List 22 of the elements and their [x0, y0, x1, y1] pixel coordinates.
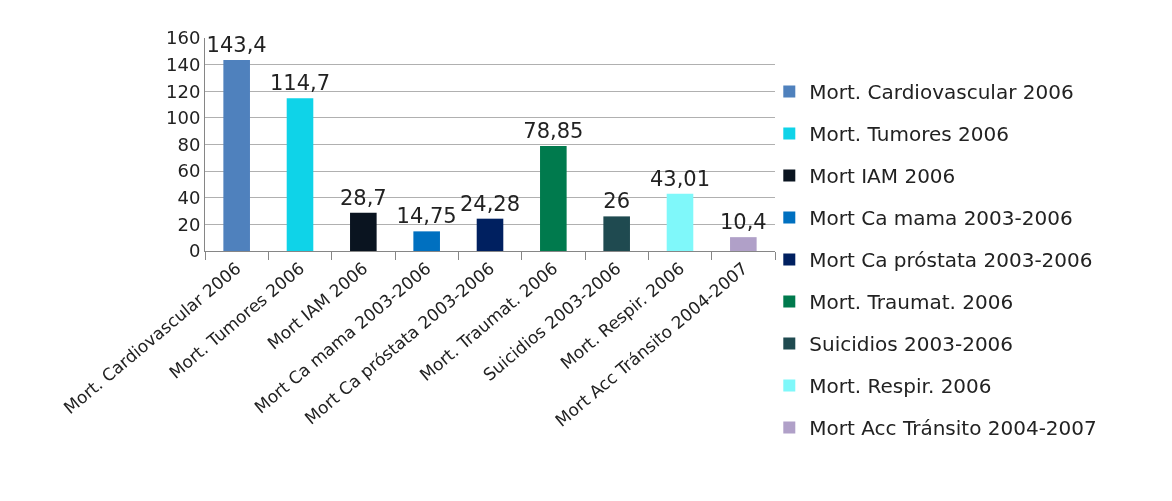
y-tick-label: 160: [166, 27, 201, 49]
y-tick-label: 140: [166, 53, 201, 75]
legend-label: Mort Ca mama 2003-2006: [809, 206, 1073, 231]
y-tick-label: 100: [166, 107, 201, 129]
data-label: 28,7: [339, 185, 387, 210]
legend-label: Mort IAM 2006: [809, 164, 956, 189]
data-label: 43,01: [649, 166, 711, 191]
y-tick-label: 60: [177, 160, 201, 182]
data-label: 143,4: [206, 33, 267, 58]
y-tick-label: 0: [188, 240, 201, 262]
data-label: 10,4: [719, 210, 767, 235]
y-tick-label: 40: [177, 187, 201, 209]
y-tick-label: 20: [177, 213, 201, 235]
data-label: 78,85: [523, 119, 584, 144]
data-label: 26: [603, 189, 631, 214]
data-label: 24,28: [459, 191, 521, 216]
y-tick-label: 120: [166, 80, 201, 102]
legend-label: Mort. Tumores 2006: [809, 122, 1009, 147]
data-label: 114,7: [269, 71, 331, 96]
legend-label: Mort. Cardiovascular 2006: [809, 80, 1074, 105]
data-label: 14,75: [396, 204, 457, 229]
y-tick-label: 80: [177, 133, 201, 155]
